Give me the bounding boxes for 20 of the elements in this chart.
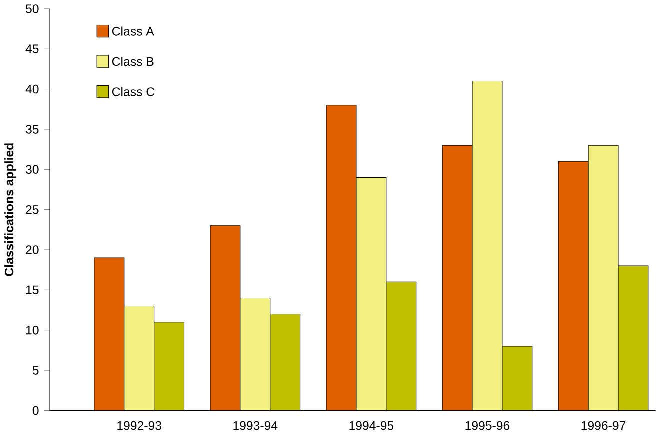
y-tick-label: 15 [26,286,39,295]
y-tick-label: 50 [26,4,39,14]
y-tick-label: 30 [26,165,39,174]
legend-label: Class B [112,57,154,66]
x-tick-label: 1994-95 [350,422,394,430]
y-tick-label: 0 [32,406,39,416]
legend-label: Class C [112,87,155,96]
y-tick-label: 40 [26,85,39,94]
x-tick-label: 1992-93 [118,422,162,430]
y-axis-title: Classifications applied [4,144,16,276]
y-tick-label: 35 [26,125,39,134]
x-tick-label: 1996-97 [582,422,626,430]
y-tick-label: 20 [26,246,39,255]
legend-label: Class A [112,26,154,36]
x-tick-label: 1995-96 [466,422,510,430]
y-tick-label: 10 [26,326,39,335]
y-tick-label: 25 [26,206,39,214]
y-tick-label: 5 [32,366,39,375]
x-tick-label: 1993-94 [234,422,278,430]
y-tick-label: 45 [26,44,39,54]
